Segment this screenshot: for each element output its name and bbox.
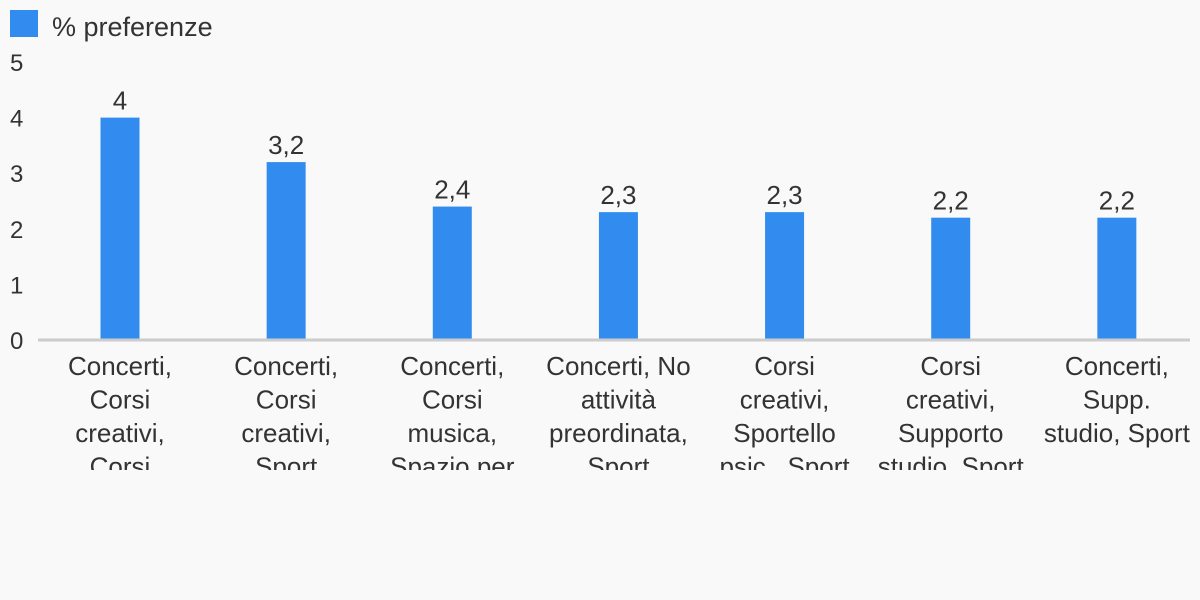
bar-value-label: 2,4 <box>434 175 470 205</box>
bar <box>432 206 472 340</box>
legend: % preferenze <box>10 10 213 42</box>
y-tick-label: 0 <box>10 328 23 355</box>
bar-value-label: 4 <box>113 86 127 116</box>
bar <box>266 162 306 340</box>
y-tick-label: 4 <box>10 106 23 133</box>
bar-value-label: 2,3 <box>766 180 802 210</box>
legend-swatch <box>10 10 38 37</box>
x-axis-category-labels: Concerti, Corsi creativi, Corsi Concerti, Cor… <box>68 351 1191 482</box>
bar-value-label: 3,2 <box>268 130 304 160</box>
y-tick-label: 2 <box>10 217 23 244</box>
bars <box>100 117 1137 340</box>
bar-value-label: 2,2 <box>933 186 969 216</box>
y-tick-label: 1 <box>10 272 23 299</box>
legend-label: % preferenze <box>52 12 213 42</box>
y-tick-label: 3 <box>10 161 23 188</box>
bar <box>931 217 971 340</box>
bar <box>1097 217 1137 340</box>
bar <box>100 117 140 340</box>
y-axis: 0 1 2 3 4 5 <box>10 50 23 355</box>
x-category-label: Concerti, Corsi musica, Spazio per <box>390 351 515 482</box>
x-category-label: Corsi creativi, Supporto studio, Sport <box>878 351 1025 482</box>
data-labels: 4 3,2 2,4 2,3 2,3 2,2 2,2 <box>113 86 1135 216</box>
x-category-label: Concerti, Supp. studio, Sport <box>1044 351 1191 448</box>
x-category-label: Concerti, Corsi creativi, Sport <box>234 351 338 482</box>
x-category-label: Corsi creativi, Sportello psic., Sport <box>720 351 851 482</box>
bar <box>598 212 638 340</box>
x-category-label: Concerti, No attività preordinata, Sport <box>546 351 691 482</box>
x-category-label: Concerti, Corsi creativi, Corsi <box>68 351 172 482</box>
bar-value-label: 2,3 <box>600 180 636 210</box>
bar-value-label: 2,2 <box>1099 186 1135 216</box>
bar <box>765 212 805 340</box>
y-tick-label: 5 <box>10 50 23 77</box>
